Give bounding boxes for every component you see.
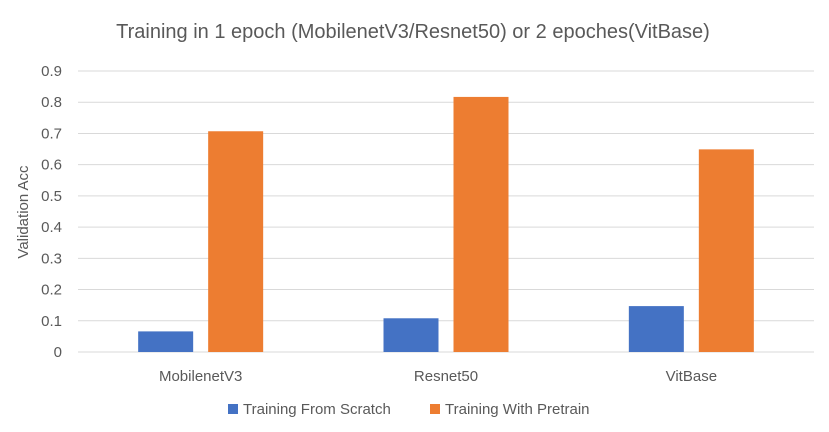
x-tick-label: MobilenetV3 (159, 368, 242, 385)
legend-label: Training From Scratch (243, 401, 391, 418)
legend: Training From Scratch Training With Pretr… (228, 401, 590, 418)
bar (138, 331, 194, 352)
y-tick-label: 0.5 (41, 188, 62, 205)
y-tick-label: 0.6 (41, 157, 62, 174)
y-tick-label: 0.1 (41, 313, 62, 330)
y-tick-label: 0.3 (41, 250, 62, 267)
y-tick-label: 0.4 (41, 219, 62, 236)
bar (453, 96, 509, 352)
x-tick-label: VitBase (666, 368, 717, 385)
x-tick-label: Resnet50 (414, 368, 478, 385)
bar (698, 149, 754, 352)
y-tick-label: 0.9 (41, 63, 62, 80)
x-axis-ticks: MobilenetV3 Resnet50 VitBase (159, 368, 717, 385)
bars (138, 96, 754, 352)
legend-label: Training With Pretrain (445, 401, 590, 418)
chart-title: Training in 1 epoch (MobilenetV3/Resnet5… (116, 21, 710, 43)
bar (628, 306, 684, 352)
gridlines (78, 70, 814, 353)
y-axis-ticks: 0 0.1 0.2 0.3 0.4 0.5 0.6 0.7 0.8 0.9 (41, 63, 62, 361)
bar (208, 131, 264, 352)
y-axis-title: Validation Acc (15, 165, 32, 259)
y-tick-label: 0 (54, 344, 62, 361)
bar (383, 318, 439, 352)
y-tick-label: 0.2 (41, 282, 62, 299)
legend-swatch (430, 404, 440, 414)
legend-swatch (228, 404, 238, 414)
y-tick-label: 0.7 (41, 125, 62, 142)
y-tick-label: 0.8 (41, 94, 62, 111)
